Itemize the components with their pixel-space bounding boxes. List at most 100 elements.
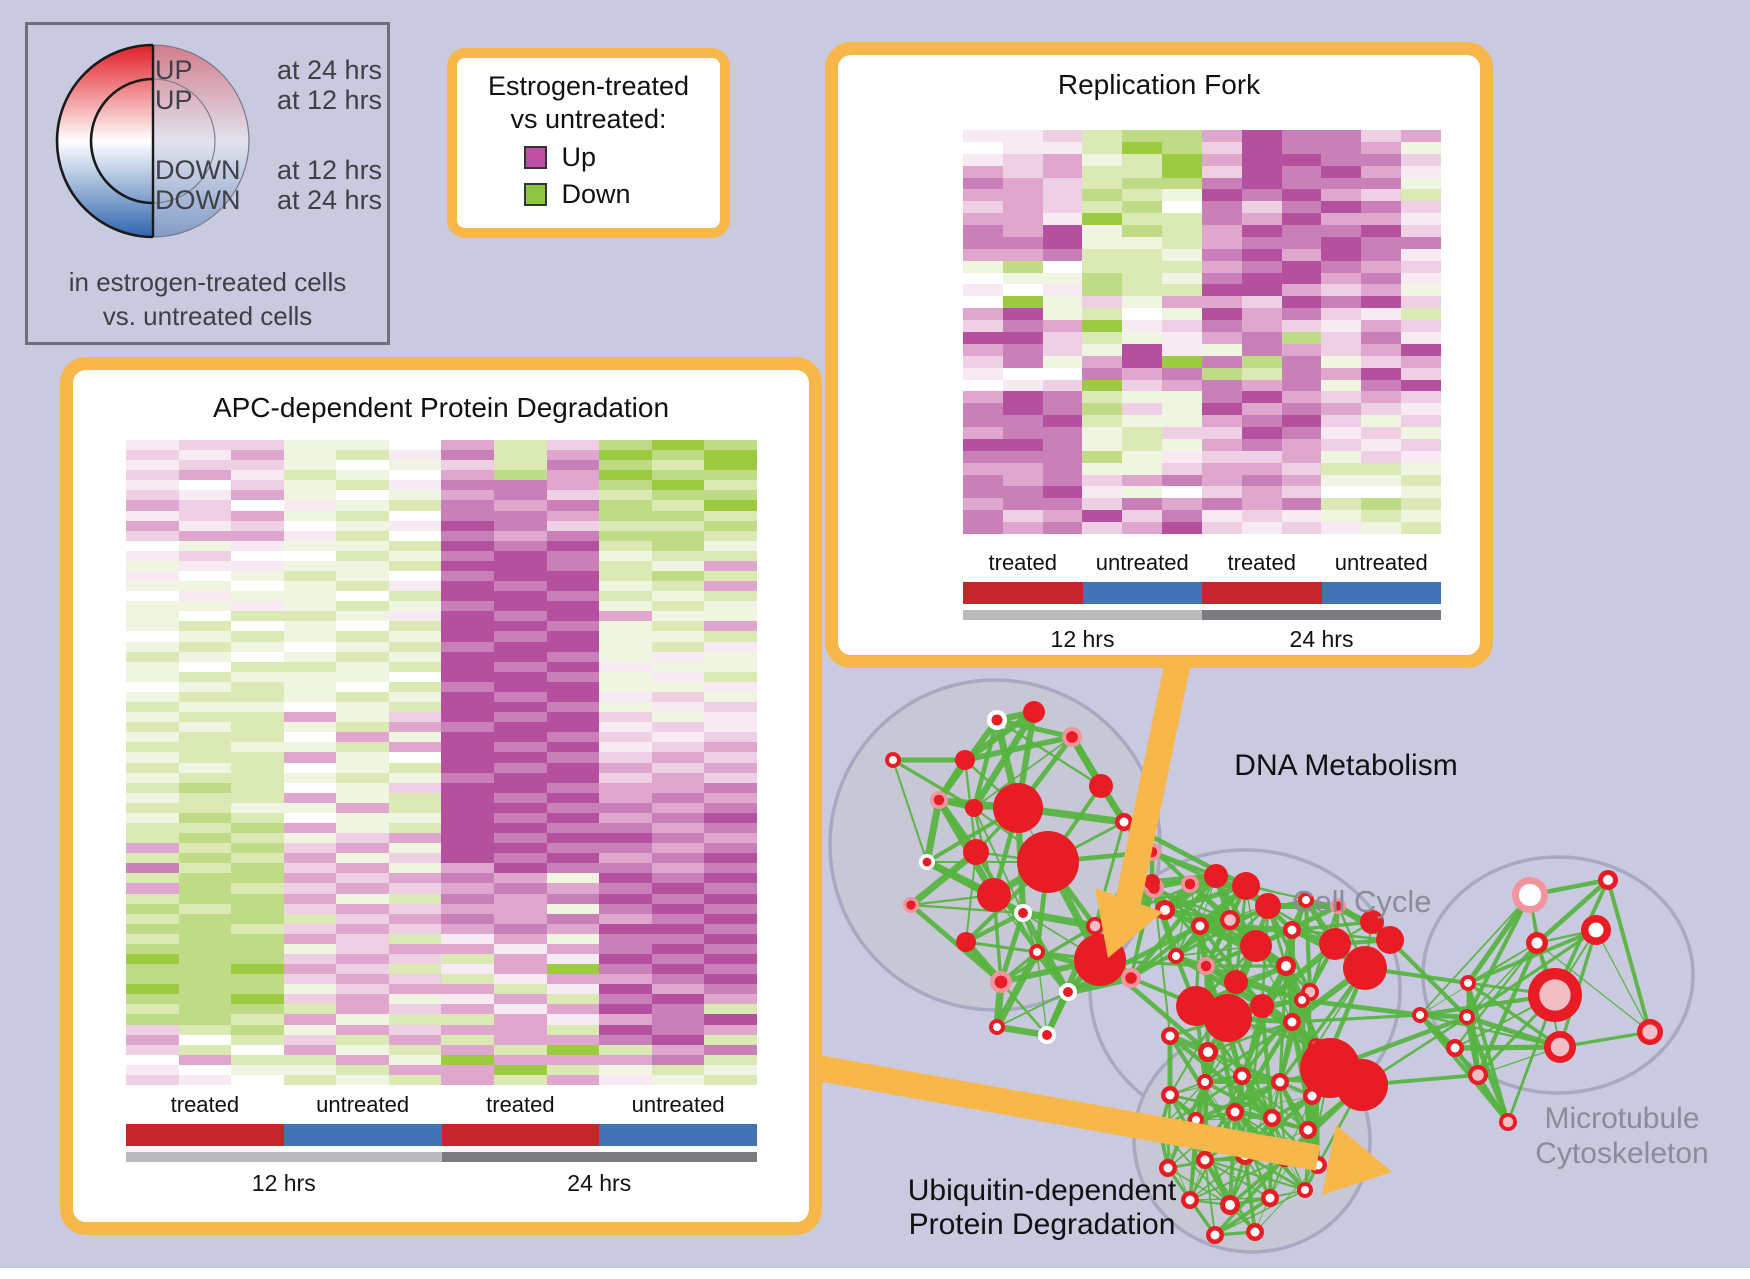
heatmap-cell bbox=[441, 933, 495, 944]
heatmap-cell bbox=[494, 611, 547, 622]
network-node bbox=[1201, 1078, 1209, 1086]
heatmap-cell bbox=[231, 550, 284, 561]
heatmap-cell bbox=[651, 812, 705, 823]
heatmap-cell bbox=[599, 964, 652, 975]
heatmap-cell bbox=[1002, 284, 1043, 297]
heatmap-cell bbox=[126, 641, 179, 652]
heatmap-cell bbox=[963, 296, 1003, 309]
network-node bbox=[994, 975, 1008, 989]
heatmap-cell bbox=[704, 833, 757, 844]
heatmap-cell bbox=[546, 540, 600, 551]
heatmap-cell bbox=[494, 540, 547, 551]
heatmap-cell bbox=[126, 1034, 179, 1045]
heatmap-cell bbox=[704, 953, 757, 965]
network-node bbox=[1184, 878, 1196, 890]
heatmap-cell bbox=[336, 923, 389, 934]
heatmap-cell bbox=[283, 1004, 337, 1015]
network-node bbox=[1224, 914, 1236, 926]
heatmap-cell bbox=[599, 631, 652, 642]
heatmap-cell bbox=[1361, 177, 1402, 190]
heatmap-cell bbox=[599, 994, 652, 1005]
heatmap-cell bbox=[546, 843, 600, 854]
heatmap-cell bbox=[283, 591, 337, 602]
heatmap-cell bbox=[178, 893, 232, 904]
heatmap-cell bbox=[599, 480, 652, 491]
replication-fork-panel: Replication Fork treated untreated treated… bbox=[825, 42, 1493, 668]
heatmap-cell bbox=[283, 550, 337, 561]
heatmap-cell bbox=[1361, 343, 1402, 356]
heatmap-cell bbox=[178, 571, 232, 582]
heatmap-cell bbox=[1122, 379, 1163, 392]
heatmap-cell bbox=[651, 480, 705, 491]
heatmap-cell bbox=[336, 460, 389, 471]
heatmap-cell bbox=[178, 671, 232, 682]
heatmap-cell bbox=[231, 863, 284, 874]
heatmap-cell bbox=[546, 560, 600, 572]
network-node bbox=[1464, 979, 1472, 987]
heatmap-cell bbox=[441, 833, 495, 844]
bottom-margin bbox=[0, 1268, 1750, 1279]
network-node bbox=[993, 1023, 1001, 1031]
heatmap-cell bbox=[126, 913, 179, 924]
heatmap-cell bbox=[494, 621, 547, 632]
heatmap-cell bbox=[1201, 141, 1242, 154]
heatmap-cell bbox=[546, 752, 600, 763]
updown-caption-line1: in estrogen-treated cells bbox=[68, 267, 347, 297]
heatmap-cell bbox=[1361, 260, 1402, 273]
heatmap-cell bbox=[494, 792, 547, 803]
heatmap-cell bbox=[494, 923, 547, 934]
heatmap-cell bbox=[546, 802, 600, 813]
heatmap-cell bbox=[441, 923, 495, 934]
heatmap-cell bbox=[178, 782, 232, 793]
heatmap-cell bbox=[126, 1014, 179, 1025]
heatmap-cell bbox=[441, 661, 495, 672]
heatmap-cell bbox=[388, 540, 442, 551]
heatmap-cell bbox=[546, 1024, 600, 1035]
heatmap-cell bbox=[283, 540, 337, 551]
heatmap-cell bbox=[963, 510, 1003, 523]
heatmap-cell bbox=[1361, 486, 1402, 499]
heatmap-cell bbox=[1321, 355, 1362, 368]
heatmap-cell bbox=[546, 893, 600, 904]
heatmap-cell bbox=[704, 1054, 757, 1065]
heatmap-cell bbox=[546, 500, 600, 511]
heatmap-cell bbox=[178, 681, 232, 692]
heatmap-cell bbox=[231, 661, 284, 672]
heatmap-cell bbox=[1401, 474, 1441, 487]
heatmap-cell bbox=[494, 631, 547, 642]
heatmap-cell bbox=[231, 943, 284, 954]
network-edge bbox=[1387, 937, 1470, 1020]
heatmap-cell bbox=[283, 812, 337, 823]
heatmap-cell bbox=[178, 822, 232, 834]
heatmap-cell bbox=[599, 440, 652, 451]
heatmap-cell bbox=[599, 621, 652, 632]
heatmap-cell bbox=[1401, 320, 1441, 332]
heatmap-cell bbox=[441, 953, 495, 965]
heatmap-cell bbox=[1082, 272, 1123, 285]
heatmap-cell bbox=[546, 762, 600, 773]
heatmap-cell bbox=[336, 611, 389, 622]
heatmap-cell bbox=[178, 863, 232, 874]
treated-bar-segment bbox=[126, 1124, 284, 1146]
heatmap-cell bbox=[283, 883, 337, 894]
heatmap-cell bbox=[231, 913, 284, 924]
heatmap-cell bbox=[963, 189, 1003, 202]
heatmap-cell bbox=[546, 974, 600, 985]
heatmap-cell bbox=[441, 621, 495, 632]
network-edge bbox=[1204, 1159, 1216, 1236]
heatmap-cell bbox=[1361, 284, 1402, 297]
heatmap-cell bbox=[963, 403, 1003, 416]
heatmap-cell bbox=[231, 601, 284, 612]
heatmap-cell bbox=[1281, 343, 1322, 356]
network-node bbox=[1204, 864, 1228, 888]
heatmap-cell bbox=[1162, 367, 1202, 380]
heatmap-cell bbox=[704, 450, 757, 461]
network-node bbox=[1192, 1116, 1200, 1124]
heatmap-cell bbox=[283, 933, 337, 944]
heatmap-cell bbox=[494, 953, 547, 965]
heatmap-cell bbox=[126, 520, 179, 531]
heatmap-cell bbox=[704, 1024, 757, 1035]
heatmap-cell bbox=[494, 571, 547, 582]
heatmap-cell bbox=[336, 500, 389, 511]
network-edge bbox=[1259, 1003, 1275, 1121]
